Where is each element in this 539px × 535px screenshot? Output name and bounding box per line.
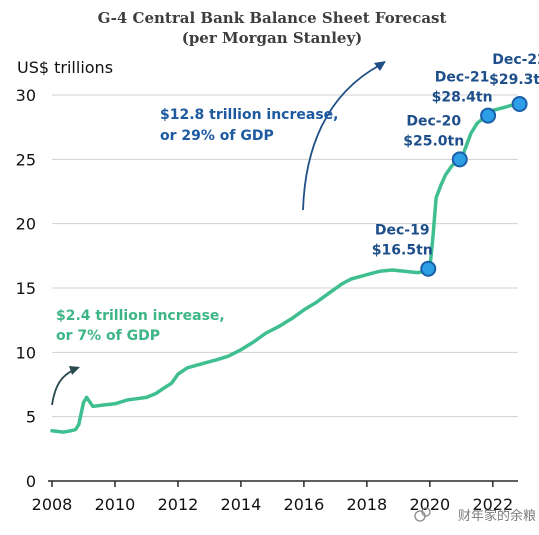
- point-label-date: Dec-21: [435, 70, 490, 86]
- blue-annotation-line1: $12.8 trillion increase,: [160, 107, 338, 123]
- data-point-marker: [480, 107, 497, 124]
- x-tick-label: 2018: [347, 495, 388, 514]
- blue-annotation-line2: or 29% of GDP: [160, 128, 274, 144]
- y-tick-label: 20: [16, 215, 36, 234]
- watermark-icon: [414, 507, 431, 522]
- y-tick-label: 30: [16, 86, 36, 105]
- series-line: [50, 102, 522, 434]
- y-tick-label: 15: [16, 279, 36, 298]
- x-tick-label: 2020: [409, 495, 450, 514]
- chart-subtitle: (per Morgan Stanley): [182, 29, 363, 47]
- blue-arrow-head-icon: [374, 61, 386, 71]
- chart-title: G-4 Central Bank Balance Sheet Forecast: [98, 9, 447, 27]
- y-axis-label: US$ trillions: [17, 58, 113, 77]
- green-annotation-arrow: [51, 369, 75, 406]
- x-tick-label: 2016: [284, 495, 325, 514]
- point-label-value: $28.4tn: [432, 90, 493, 106]
- point-label-value: $16.5tn: [372, 243, 433, 259]
- blue-annotation-arrow: [302, 64, 381, 211]
- grid-lines: [52, 94, 518, 418]
- y-tick-label: 10: [16, 343, 36, 362]
- point-label-date: Dec-19: [375, 223, 430, 239]
- point-label-date: Dec-22: [492, 52, 539, 68]
- x-tick-label: 2022: [472, 495, 513, 514]
- point-label-value: $25.0tn: [403, 133, 464, 149]
- green-arrow-head-icon: [69, 366, 80, 375]
- data-point-marker: [451, 151, 468, 168]
- y-axis-ticks: 0 5 10 15 20 25 30: [16, 86, 36, 491]
- green-annotation-line1: $2.4 trillion increase,: [56, 308, 225, 324]
- data-point-marker: [511, 96, 528, 113]
- x-axis-ticks: 2008 2010 2012 2014 2016 2018 2020 2022: [32, 481, 513, 514]
- y-tick-label: 25: [16, 150, 36, 169]
- y-tick-label: 0: [26, 472, 36, 491]
- x-tick-label: 2008: [32, 495, 73, 514]
- x-tick-label: 2014: [221, 495, 262, 514]
- point-label-date: Dec-20: [406, 113, 461, 129]
- y-tick-label: 5: [26, 408, 36, 427]
- data-point-marker: [420, 260, 437, 277]
- highlight-points: Dec-19 $16.5tn Dec-20 $25.0tn Dec-21 $28.4tn D…: [372, 52, 539, 277]
- x-tick-label: 2010: [95, 495, 136, 514]
- x-tick-label: 2012: [158, 495, 199, 514]
- green-annotation-line2: or 7% of GDP: [56, 328, 160, 344]
- point-label-value: $29.3tn: [489, 72, 539, 88]
- watermark-text: 财年家的余粮: [458, 508, 536, 524]
